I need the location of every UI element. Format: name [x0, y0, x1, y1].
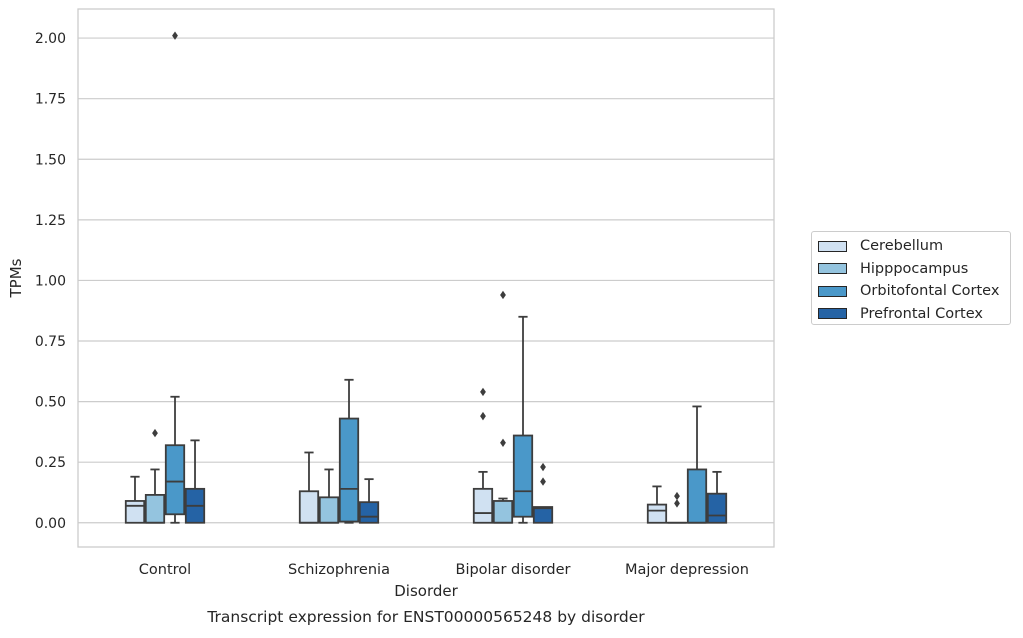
legend-item-hippocampus: Hipppocampus — [818, 258, 1010, 281]
outlier-point — [152, 429, 158, 437]
x-axis-label: Disorder — [394, 582, 458, 600]
x-tick-label: Bipolar disorder — [456, 562, 571, 578]
outlier-point — [540, 477, 546, 485]
chart-title: Transcript expression for ENST0000056524… — [206, 608, 645, 626]
legend: Cerebellum Hipppocampus Orbitofontal Cor… — [811, 231, 1011, 325]
box-group — [494, 291, 512, 523]
box-group — [648, 486, 666, 522]
boxes — [126, 31, 726, 522]
legend-item-cerebellum: Cerebellum — [818, 235, 1010, 258]
box-group — [360, 479, 378, 523]
legend-swatch — [818, 263, 847, 274]
legend-item-prefrontal-cortex: Prefrontal Cortex — [818, 303, 1010, 326]
y-tick-label: 0.25 — [35, 455, 66, 471]
iqr-box — [166, 445, 184, 514]
box-group — [320, 469, 338, 522]
legend-label: Orbitofontal Cortex — [860, 283, 999, 299]
y-tick-label: 2.00 — [35, 31, 66, 47]
outlier-point — [480, 388, 486, 396]
box-group — [514, 317, 532, 523]
y-axis-label: TPMs — [7, 258, 25, 298]
iqr-box — [648, 505, 666, 523]
iqr-box — [494, 501, 512, 523]
iqr-box — [146, 495, 164, 523]
box-group — [146, 429, 164, 523]
x-tick-label: Schizophrenia — [288, 562, 390, 578]
box-group — [166, 31, 184, 522]
legend-swatch — [818, 241, 847, 252]
iqr-box — [300, 491, 318, 523]
x-tick-label: Major depression — [625, 562, 749, 578]
legend-item-orbitofrontal-cortex: Orbitofontal Cortex — [818, 280, 1010, 303]
iqr-box — [708, 494, 726, 523]
tick-labels: 0.00 0.25 0.50 0.75 1.00 1.25 1.50 1.75 2.00 Cont… — [35, 31, 749, 578]
box-group — [688, 406, 706, 522]
iqr-box — [126, 501, 144, 523]
outlier-point — [500, 439, 506, 447]
y-tick-label: 1.00 — [35, 273, 66, 289]
legend-label: Cerebellum — [860, 238, 943, 254]
y-tick-label: 1.50 — [35, 152, 66, 168]
legend-label: Hipppocampus — [860, 261, 968, 277]
iqr-box — [360, 502, 378, 523]
iqr-box — [340, 419, 358, 522]
box-group — [708, 472, 726, 523]
y-tick-label: 0.00 — [35, 516, 66, 532]
box-group — [186, 440, 204, 522]
iqr-box — [534, 507, 552, 523]
legend-label: Prefrontal Cortex — [860, 306, 983, 322]
outlier-point — [674, 499, 680, 507]
box-group — [474, 388, 492, 523]
y-tick-label: 0.75 — [35, 334, 66, 350]
iqr-box — [688, 469, 706, 522]
y-tick-label: 0.50 — [35, 395, 66, 411]
outlier-point — [674, 492, 680, 500]
x-tick-label: Control — [139, 562, 191, 578]
box-group — [534, 463, 552, 523]
y-tick-label: 1.75 — [35, 92, 66, 108]
outlier-point — [540, 463, 546, 471]
legend-swatch — [818, 286, 847, 297]
iqr-box — [514, 436, 532, 517]
iqr-box — [474, 489, 492, 523]
box-group — [300, 452, 318, 522]
outlier-point — [480, 412, 486, 420]
box-group — [668, 492, 686, 523]
box-group — [126, 477, 144, 523]
legend-swatch — [818, 308, 847, 319]
iqr-box — [320, 497, 338, 522]
y-tick-label: 1.25 — [35, 213, 66, 229]
outlier-point — [500, 291, 506, 299]
